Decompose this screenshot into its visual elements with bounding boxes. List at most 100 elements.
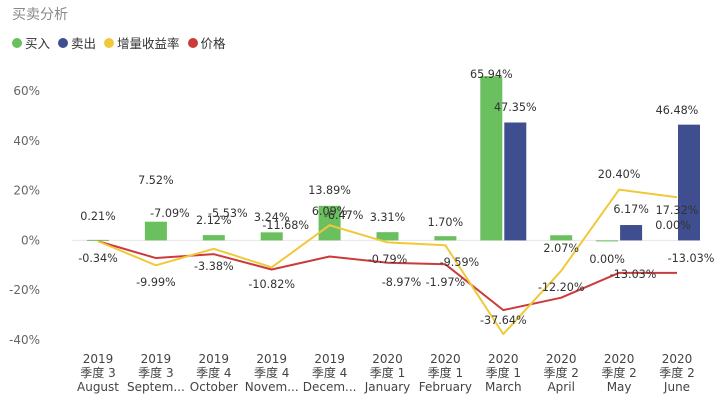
bar-buy[interactable] [550, 235, 573, 241]
legend-dot-return [104, 37, 115, 48]
data-label-buy: 3.24% [254, 211, 290, 224]
x-tick-label: 2020 [430, 352, 461, 366]
bar-buy[interactable] [480, 76, 503, 241]
data-label-price: -13.03% [610, 268, 657, 281]
legend-dot-sell [58, 37, 69, 48]
data-label-sell: 47.35% [494, 101, 537, 114]
x-tick-label: 2019 [199, 352, 230, 366]
x-tick-label: 季度 3 [80, 365, 115, 380]
bar-sell[interactable] [620, 225, 643, 241]
x-tick-label: 2019 [256, 352, 287, 366]
data-label-return: -0.34% [78, 252, 118, 265]
data-label-extra: 0.00% [655, 219, 691, 232]
data-label-return: -10.82% [248, 278, 295, 291]
legend-label-return: 增量收益率 [117, 36, 180, 51]
x-tick-label: 季度 3 [138, 365, 173, 380]
x-tick-label: 2020 [604, 352, 635, 366]
data-label-price: -11.68% [262, 219, 309, 232]
legend-item-buy[interactable]: 买入 [12, 33, 50, 52]
data-label-price: -9.59% [440, 256, 480, 269]
y-tick-label: 20% [13, 184, 40, 198]
x-tick-label: 2020 [372, 352, 403, 366]
x-tick-label: October [190, 380, 238, 394]
bar-buy[interactable] [376, 232, 399, 241]
x-tick-label: Decem... [303, 380, 357, 394]
data-label-return: 17.32% [656, 204, 699, 217]
bar-buy[interactable] [260, 232, 283, 241]
legend-item-sell[interactable]: 卖出 [58, 33, 96, 52]
x-tick-label: 季度 2 [601, 365, 636, 380]
x-tick-label: 季度 4 [196, 365, 231, 380]
x-tick-label: 2020 [662, 352, 693, 366]
data-label-buy: 13.89% [308, 184, 351, 197]
data-label-price: -8.97% [382, 276, 422, 289]
data-label-buy: 3.31% [370, 211, 406, 224]
data-label-price: -5.53% [208, 207, 248, 220]
data-label-return: -37.64% [480, 314, 527, 327]
x-tick-label: Septem... [127, 380, 185, 394]
bar-buy[interactable] [202, 235, 225, 241]
x-tick-label: 季度 4 [254, 365, 289, 380]
data-label-return: -1.97% [426, 276, 466, 289]
x-tick-label: 季度 2 [543, 365, 578, 380]
legend-label-buy: 买入 [25, 36, 51, 51]
x-tick-label: 2019 [83, 352, 114, 366]
x-tick-label: 季度 1 [428, 365, 463, 380]
bar-buy[interactable] [318, 205, 341, 241]
data-label-sell: 6.17% [613, 203, 649, 216]
y-tick-label: 0% [21, 233, 40, 247]
data-label-buy: 1.70% [428, 216, 464, 229]
legend-label-sell: 卖出 [71, 36, 97, 51]
bar-sell[interactable] [504, 122, 527, 241]
x-tick-label: June [663, 380, 690, 394]
y-tick-label: -20% [9, 283, 40, 297]
x-tick-label: May [607, 380, 632, 394]
legend-dot-buy [12, 37, 22, 48]
x-tick-label: 季度 1 [486, 365, 521, 380]
data-label-return: -9.99% [136, 276, 176, 289]
x-tick-label: February [419, 380, 472, 394]
x-tick-label: 季度 1 [370, 365, 405, 380]
bar-buy[interactable] [434, 236, 457, 241]
bar-sell[interactable] [678, 124, 700, 241]
x-tick-label: January [364, 380, 411, 394]
legend-label-price: 价格 [200, 36, 226, 51]
data-label-price: -7.09% [150, 207, 190, 220]
data-label-return: -3.38% [194, 260, 234, 273]
x-tick-label: 2019 [314, 352, 345, 366]
bar-buy[interactable] [87, 239, 109, 241]
data-label-buy: 2.12% [196, 214, 232, 227]
y-tick-label: 60% [13, 84, 40, 98]
data-label-return: 6.09% [312, 205, 348, 218]
data-label-return: 20.40% [598, 168, 641, 181]
line-price [97, 240, 677, 312]
x-tick-label: 2019 [141, 352, 172, 366]
data-label-buy: 65.94% [470, 68, 513, 81]
y-tick-label: -40% [9, 333, 40, 347]
data-label-sell: 46.48% [656, 104, 699, 117]
data-label-buy: 2.07% [543, 242, 579, 255]
data-label-buy: 7.52% [138, 174, 174, 187]
x-tick-label: 季度 4 [312, 365, 347, 380]
data-label-price: -6.47% [324, 209, 364, 222]
y-tick-label: 40% [13, 134, 40, 148]
chart-title: 买卖分析 [12, 7, 68, 23]
x-tick-label: August [77, 380, 119, 394]
data-label-price: -13.03% [668, 252, 715, 265]
legend-item-price[interactable]: 价格 [187, 33, 226, 52]
data-label-return: -12.20% [538, 281, 585, 294]
legend-item-return[interactable]: 增量收益率 [104, 33, 180, 52]
x-tick-label: April [547, 380, 574, 394]
data-label-buy: 0.00% [589, 253, 625, 266]
line-return [97, 188, 678, 336]
bar-buy[interactable] [596, 240, 619, 242]
x-tick-label: 2020 [488, 352, 519, 366]
data-label-buy: 0.21% [80, 210, 116, 223]
bar-buy[interactable] [144, 221, 167, 241]
legend-dot-price [187, 37, 198, 48]
x-tick-label: 季度 2 [659, 365, 694, 380]
x-tick-label: March [485, 380, 522, 394]
x-tick-label: 2020 [546, 352, 577, 366]
x-tick-label: Novem... [245, 380, 299, 394]
